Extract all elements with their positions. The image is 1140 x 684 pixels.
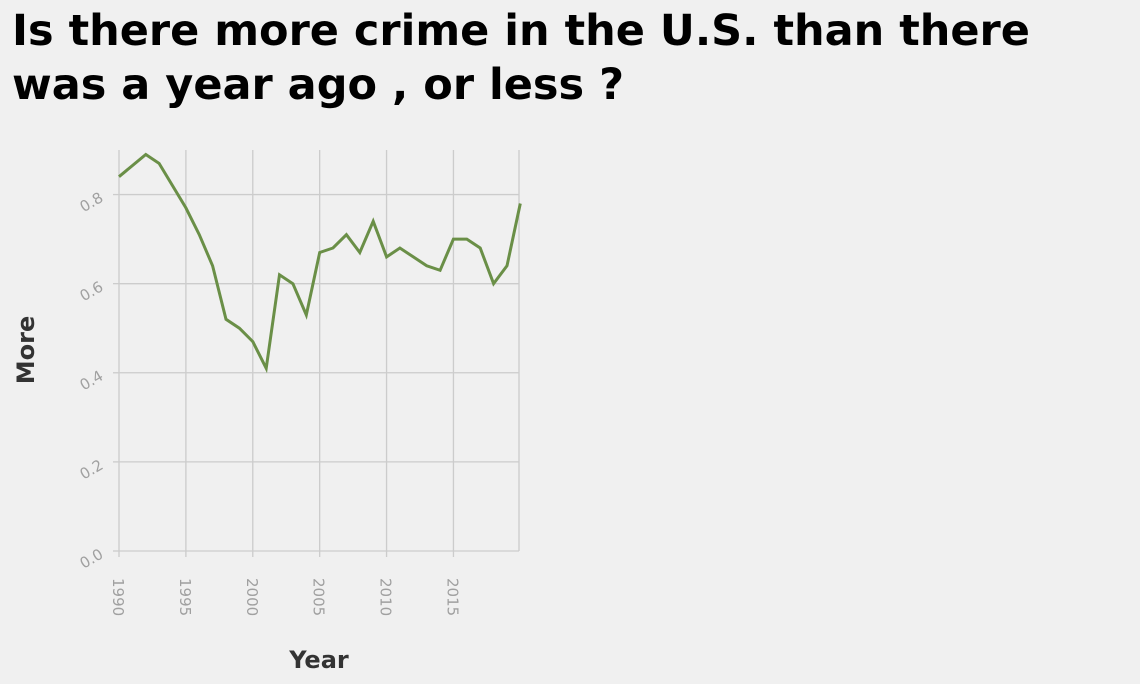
y-tick-labels: 0.0 0.2 0.4 0.6 0.8 [77,188,107,572]
y-tick-label: 0.4 [77,367,107,395]
grid-lines [113,150,520,557]
x-tick-label: 1995 [176,578,194,616]
x-tick-label: 1990 [109,578,127,616]
y-tick-label: 0.6 [77,278,107,306]
data-line [118,152,522,374]
x-tick-label: 2015 [443,578,461,616]
x-tick-label: 2010 [377,578,395,616]
data-line-group [118,152,522,374]
y-axis-title: More [12,316,40,384]
chart-title: Is there more crime in the U.S. than the… [12,6,1030,110]
x-tick-labels: 1990 1995 2000 2005 2010 2015 [109,578,461,616]
y-tick-label: 0.8 [77,188,107,216]
y-tick-label: 0.2 [77,456,107,484]
x-tick-label: 2005 [310,578,328,616]
y-tick-label: 0.0 [77,545,107,573]
x-tick-label: 2000 [243,578,261,616]
x-axis-title: Year [288,646,349,674]
